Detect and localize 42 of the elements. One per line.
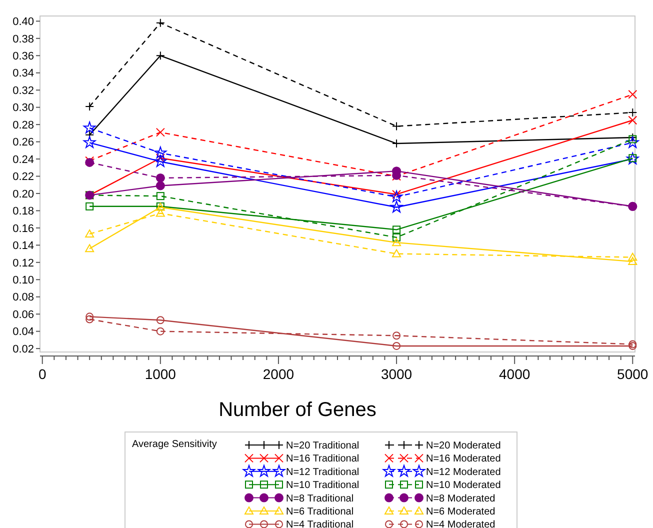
legend-label: N=20 Traditional [286, 440, 360, 452]
x-axis-title: Number of Genes [218, 399, 376, 421]
y-tick-label: 0.02 [12, 343, 34, 356]
y-tick-label: 0.08 [12, 292, 34, 304]
legend-label: N=8 Traditional [286, 493, 354, 504]
y-tick-label: 0.36 [12, 50, 34, 62]
x-tick-label: 5000 [617, 366, 648, 382]
legend-label: N=12 Moderated [426, 466, 501, 478]
y-tick-label: 0.22 [12, 171, 34, 184]
x-tick-label: 2000 [262, 366, 294, 382]
y-tick-label: 0.28 [12, 119, 34, 132]
legend-label: N=20 Moderated [426, 440, 501, 452]
y-tick-label: 0.38 [12, 33, 34, 46]
y-tick-label: 0.24 [12, 154, 34, 166]
y-tick-label: 0.16 [12, 222, 34, 235]
y-tick-label: 0.32 [12, 84, 34, 97]
legend-label: N=6 Moderated [426, 506, 496, 518]
y-tick-label: 0.18 [12, 206, 34, 218]
legend-label: N=10 Moderated [426, 480, 501, 492]
y-tick-label: 0.12 [12, 257, 34, 270]
legend-label: N=16 Traditional [286, 454, 360, 465]
x-tick-label: 1000 [144, 366, 176, 382]
y-tick-label: 0.14 [12, 240, 34, 252]
x-tick-label: 0 [38, 366, 46, 382]
legend-label: N=10 Traditional [286, 480, 360, 492]
y-tick-label: 0.04 [12, 326, 34, 338]
legend-label: N=6 Traditional [286, 506, 354, 518]
x-tick-label: 3000 [380, 366, 412, 382]
y-tick-label: 0.20 [12, 188, 34, 200]
legend-label: N=12 Traditional [286, 466, 360, 478]
y-tick-label: 0.06 [12, 308, 34, 321]
y-tick-label: 0.40 [12, 16, 34, 28]
legend-label: N=16 Moderated [426, 454, 501, 465]
legend-label: N=4 Traditional [286, 520, 354, 528]
y-tick-label: 0.34 [12, 68, 34, 80]
legend-label: N=4 Moderated [426, 520, 496, 528]
x-tick-label: 4000 [499, 366, 530, 382]
y-tick-label: 0.10 [12, 274, 34, 286]
legend-title: Average Sensitivity [132, 439, 217, 450]
y-tick-label: 0.26 [12, 136, 34, 149]
legend-label: N=8 Moderated [426, 493, 496, 504]
y-tick-label: 0.30 [12, 102, 34, 114]
